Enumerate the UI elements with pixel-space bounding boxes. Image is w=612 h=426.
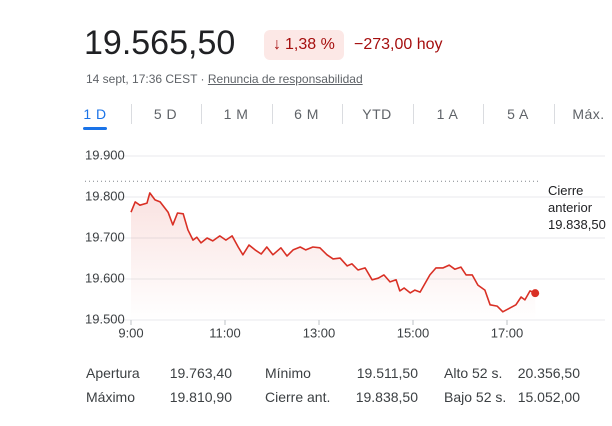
stat-value: 19.838,50 bbox=[355, 389, 418, 405]
range-tab[interactable]: 5 A bbox=[507, 106, 529, 122]
tab-separator bbox=[201, 104, 202, 124]
line bbox=[130, 192, 536, 313]
stat-value: 19.511,50 bbox=[356, 365, 418, 381]
stat-label: Bajo 52 s. bbox=[444, 389, 507, 405]
stat-label: Alto 52 s. bbox=[444, 365, 503, 381]
x-tick-label: 13:00 bbox=[303, 325, 336, 340]
range-tab[interactable]: 1 M bbox=[223, 106, 249, 122]
y-tick-label: 19.800 bbox=[85, 188, 125, 203]
disclaimer-link[interactable]: Renuncia de responsabilidad bbox=[207, 72, 363, 86]
tab-separator bbox=[412, 104, 414, 124]
y-tick-label: 19.700 bbox=[85, 229, 125, 244]
range-tab[interactable]: 6 M bbox=[294, 106, 319, 122]
x-tick-label: 17:00 bbox=[491, 325, 524, 340]
change-badge: ↓ 1,38 % bbox=[264, 30, 344, 60]
timestamp: 14 sept, 17:36 CEST bbox=[86, 72, 198, 86]
y-tick-label: 19.600 bbox=[85, 270, 125, 285]
range-tab[interactable]: 1 A bbox=[436, 106, 459, 122]
tab-separator bbox=[342, 104, 343, 124]
stat-label: Cierre ant. bbox=[265, 389, 331, 405]
tab-separator bbox=[553, 104, 555, 124]
price: 19.565,50 bbox=[84, 24, 236, 62]
stat-value: 20.356,50 bbox=[517, 365, 580, 381]
tab-separator bbox=[483, 104, 484, 124]
range-tab[interactable]: 1 D bbox=[83, 106, 107, 122]
change-abs: −273,00 hoy bbox=[354, 36, 443, 53]
y-tick-label: 19.900 bbox=[85, 147, 125, 162]
stat-value: 19.810,90 bbox=[169, 389, 232, 405]
x-tick-label: 15:00 bbox=[397, 325, 430, 340]
reference-value: 19.838,50 bbox=[548, 217, 606, 232]
last-point bbox=[531, 289, 540, 298]
subtitle: 14 sept, 17:36 CEST · Renuncia de respon… bbox=[86, 72, 363, 86]
stat-label: Máximo bbox=[86, 389, 136, 405]
x-tick-label: 11:00 bbox=[209, 325, 241, 340]
x-tick-label: 9:00 bbox=[118, 325, 143, 340]
tab-indicator bbox=[83, 127, 107, 130]
change-percent: 1,38 % bbox=[285, 36, 335, 53]
stat-label: Apertura bbox=[86, 365, 140, 381]
y-tick-label: 19.500 bbox=[85, 311, 125, 326]
stat-value: 19.763,40 bbox=[169, 365, 232, 381]
stat-value: 15.052,00 bbox=[517, 389, 580, 405]
tab-separator bbox=[271, 104, 273, 124]
reference-title: Cierre anterior bbox=[548, 183, 593, 215]
stat-label: Mínimo bbox=[265, 365, 311, 381]
range-tab[interactable]: Máx. bbox=[572, 106, 605, 122]
range-tab[interactable]: YTD bbox=[362, 106, 392, 122]
area bbox=[131, 192, 536, 320]
reference-annotation: Cierre anterior 19.838,50 bbox=[548, 182, 608, 233]
range-tab[interactable]: 5 D bbox=[153, 106, 178, 122]
tab-separator bbox=[130, 104, 132, 124]
